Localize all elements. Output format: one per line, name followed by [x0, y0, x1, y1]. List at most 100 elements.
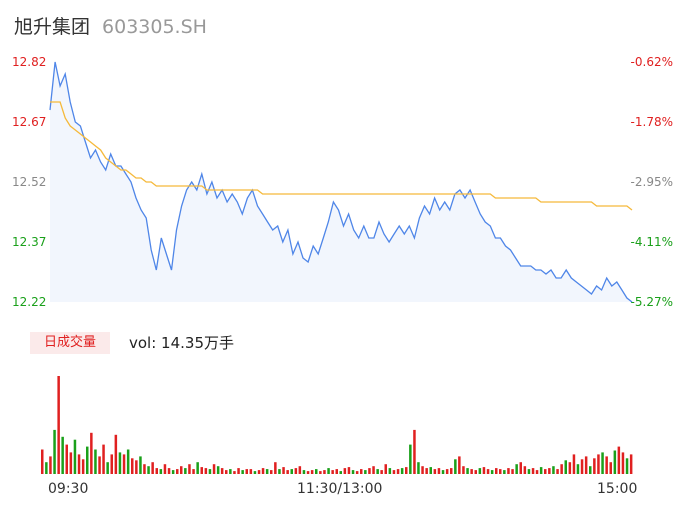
volume-bar	[331, 470, 334, 474]
volume-bar	[106, 462, 109, 474]
volume-bar	[57, 376, 60, 474]
volume-bar	[548, 468, 551, 474]
volume-bar	[270, 470, 273, 474]
volume-bar	[196, 462, 199, 474]
volume-bar	[41, 449, 44, 474]
volume-bar	[450, 468, 453, 474]
x-tick-open: 09:30	[48, 481, 89, 497]
volume-bar	[617, 446, 621, 474]
volume-bar	[629, 454, 633, 474]
volume-bar	[45, 462, 48, 474]
volume-bar	[351, 470, 355, 474]
volume-bar	[364, 470, 367, 474]
price-area-fill	[50, 62, 632, 302]
volume-bar	[159, 469, 163, 474]
volume-bar	[580, 459, 584, 474]
volume-bar	[86, 446, 89, 474]
volume-bar	[192, 469, 195, 474]
volume-bar	[499, 469, 502, 474]
volume-bar	[560, 464, 563, 474]
volume-bar	[576, 464, 580, 474]
volume-bar	[466, 468, 469, 474]
volume-toggle-button[interactable]: 日成交量	[30, 332, 110, 354]
volume-bar	[458, 456, 461, 474]
volume-bar	[388, 468, 392, 474]
stock-code: 603305.SH	[102, 16, 207, 38]
volume-bar	[229, 469, 232, 474]
volume-bar	[143, 464, 146, 474]
volume-bar	[163, 464, 167, 474]
volume-bar	[310, 470, 314, 474]
volume-bar	[625, 458, 629, 474]
x-tick-midday: 11:30/13:00	[297, 481, 383, 497]
volume-bar	[486, 469, 490, 474]
volume-bar	[253, 471, 257, 474]
volume-bar	[409, 444, 412, 474]
volume-bar	[400, 468, 404, 474]
stock-name: 旭升集团	[14, 16, 91, 38]
volume-bar	[425, 468, 428, 474]
volume-bar	[544, 469, 547, 474]
volume-bar	[65, 444, 68, 474]
volume-bar	[597, 454, 600, 474]
volume-bar	[188, 464, 191, 474]
volume-bar	[445, 469, 449, 474]
volume-bar	[306, 471, 310, 474]
y-tick-left: 12.22	[12, 295, 46, 309]
volume-bar	[568, 462, 572, 474]
y-tick-left: 12.67	[12, 115, 46, 129]
volume-bar	[290, 469, 293, 474]
volume-bar	[523, 466, 527, 474]
volume-bar	[114, 434, 118, 474]
volume-bar	[319, 471, 322, 474]
volume-bar	[372, 466, 375, 474]
volume-summary: vol: 14.35万手	[129, 334, 234, 352]
volume-bar	[605, 456, 608, 474]
y-tick-right: -4.11%	[631, 235, 673, 249]
volume-bar	[413, 429, 416, 474]
volume-bar	[343, 468, 347, 474]
volume-bar	[204, 468, 208, 474]
volume-bar	[49, 456, 52, 474]
y-tick-left: 12.82	[12, 55, 46, 69]
volume-bar	[355, 471, 359, 474]
volume-bar	[302, 470, 306, 474]
average-price-line	[50, 101, 633, 211]
volume-bar	[171, 470, 175, 474]
volume-bar	[421, 466, 424, 474]
volume-bar	[584, 456, 588, 474]
volume-bar	[417, 462, 420, 474]
volume-bar	[572, 454, 576, 474]
volume-bar	[298, 466, 302, 474]
volume-bar	[437, 468, 441, 474]
volume-bar	[441, 470, 445, 474]
volume-bar	[556, 469, 559, 474]
volume-bar	[282, 467, 285, 474]
volume-bar	[392, 470, 396, 474]
volume-bar	[609, 462, 612, 474]
y-tick-right: -0.62%	[631, 55, 673, 69]
volume-bar	[69, 452, 73, 474]
volume-bar	[257, 470, 261, 474]
volume-bar	[286, 470, 289, 474]
volume-bar	[122, 454, 126, 474]
volume-bar	[433, 469, 437, 474]
volume-bar	[155, 468, 158, 474]
volume-bar	[98, 456, 101, 474]
price-area	[50, 62, 632, 302]
volume-bar	[81, 459, 85, 474]
volume-bar	[53, 429, 56, 474]
volume-bar	[135, 460, 138, 474]
volume-bar	[241, 470, 244, 474]
volume-bar	[216, 466, 220, 474]
volume-bar	[552, 466, 555, 474]
volume-bar	[94, 449, 97, 474]
volume-bar	[507, 468, 510, 474]
volume-bar	[531, 468, 535, 474]
volume-bar	[360, 469, 363, 474]
volume-bar	[151, 462, 154, 474]
volume-bar	[462, 466, 465, 474]
volume-bar	[294, 468, 298, 474]
volume-bar	[601, 452, 604, 474]
